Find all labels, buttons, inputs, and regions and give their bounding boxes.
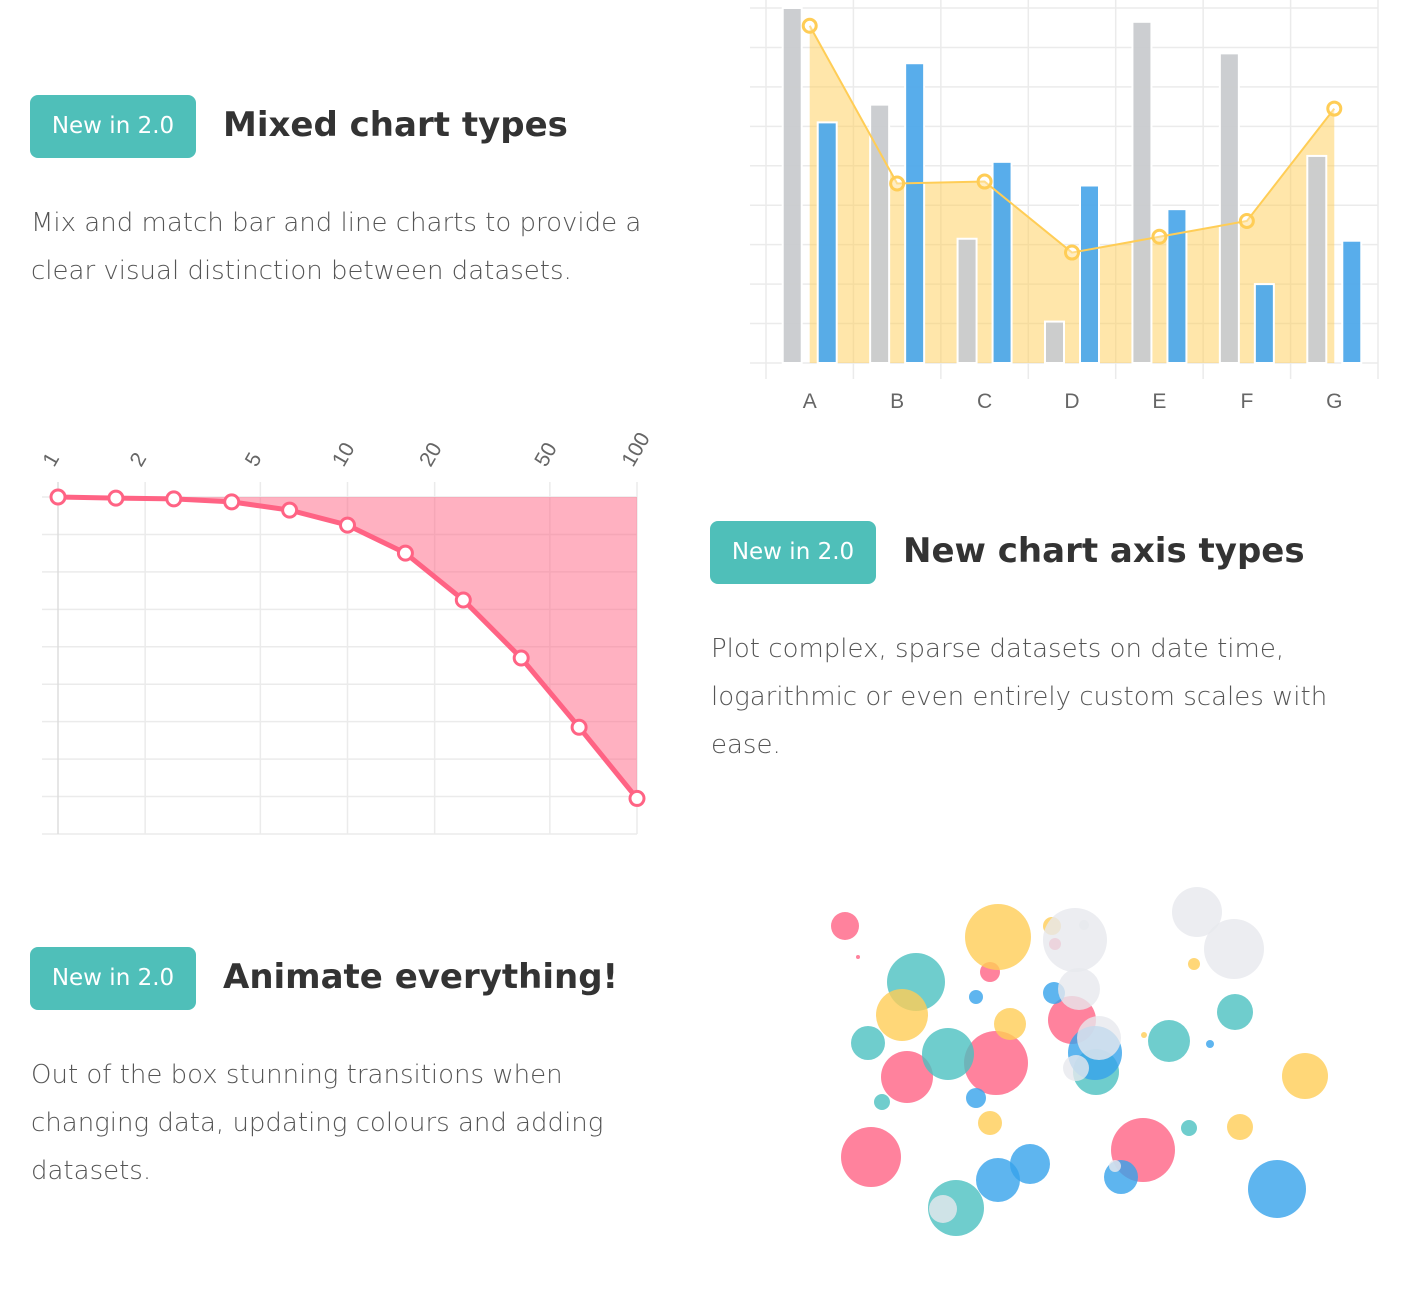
x-tick-label: C [977,390,992,413]
feature-text: Out of the box stunning transitions when… [31,1060,604,1186]
point [165,490,183,508]
point [396,544,414,562]
point [454,591,472,609]
bubble [1172,887,1222,937]
point [628,789,646,807]
bar [1341,239,1363,365]
bubble [1141,1032,1147,1038]
point [223,493,241,511]
x-tick-label: E [1152,390,1166,413]
bubble [1188,958,1200,970]
point [1151,228,1168,245]
bubble [876,989,928,1041]
bar [869,103,891,364]
x-tick-label: G [1326,390,1342,413]
log-chart: 1 2 5 10 20 50 100 [40,429,655,835]
x-tick-label: 2 [126,449,152,471]
bubble-chart [831,887,1328,1236]
feature-title: Animate everything! [223,957,619,997]
point [281,501,299,519]
x-tick-label: F [1240,390,1253,413]
bubble [1204,919,1264,979]
bubble [994,1008,1026,1040]
bubble [966,1088,986,1108]
bubble [856,955,860,959]
bubble [881,1051,933,1103]
bar [816,121,838,364]
bubble [1079,920,1089,930]
x-tick-label: 5 [241,449,267,471]
bubble [1043,908,1107,972]
bubble [929,1195,957,1223]
x-tick-label: 20 [415,439,447,471]
point [570,718,588,736]
bar [1218,52,1240,364]
x-tick-label: A [803,390,817,413]
bubble [841,1127,901,1187]
point [1064,244,1080,261]
bubble [1077,1016,1121,1060]
area [809,25,1335,363]
bubble [1206,1040,1214,1048]
bar [1131,20,1153,365]
area [58,497,637,799]
badge: New in 2.0 [710,521,876,584]
bubble [969,990,983,1004]
feature-title: Mixed chart types [223,105,568,145]
x-tick-label: 50 [530,439,562,471]
bar [781,7,803,364]
bar [1166,208,1188,364]
badge: New in 2.0 [30,947,196,1010]
bar [1253,283,1275,364]
point [1238,213,1255,229]
point [49,488,67,506]
x-tick-label: 100 [617,429,654,471]
feature-title: New chart axis types [903,531,1305,571]
x-tick-label: 1 [40,449,64,471]
mixed-chart: A B C D E F G [750,0,1379,413]
bubble [922,1028,974,1080]
bar [904,62,926,364]
x-tick-label: B [890,390,904,413]
feature-text: Mix and match bar and line charts to pro… [31,208,642,286]
bubble [874,1094,890,1110]
bubble [1010,1144,1050,1184]
bar [1079,184,1100,364]
bubble [964,1031,1028,1095]
point [1326,100,1343,117]
bubble [978,1111,1002,1135]
point [889,175,906,192]
point [801,17,818,34]
bar [1044,320,1065,365]
feature-text: Plot complex, sparse datasets on date ti… [711,634,1328,760]
x-tick-label: D [1064,390,1079,413]
bar [991,160,1013,364]
bar [1306,154,1328,364]
badge: New in 2.0 [30,95,196,158]
line [808,25,1336,254]
bubble [1227,1114,1253,1140]
bubble [1181,1120,1197,1136]
bubble [1217,994,1253,1030]
bubble [851,1026,885,1060]
bubble [831,912,859,940]
bubble [1148,1020,1190,1062]
bubble [1248,1160,1306,1218]
x-tick-label: 10 [328,439,360,471]
bubble [1063,1055,1089,1081]
bubble [1058,968,1100,1010]
bar [956,237,978,364]
bubble [965,904,1031,970]
point [976,173,993,190]
bubble [1282,1053,1328,1099]
bubble [976,1158,1020,1202]
point [512,649,530,667]
point [339,516,356,534]
bubble [1109,1160,1121,1172]
point [107,489,125,507]
